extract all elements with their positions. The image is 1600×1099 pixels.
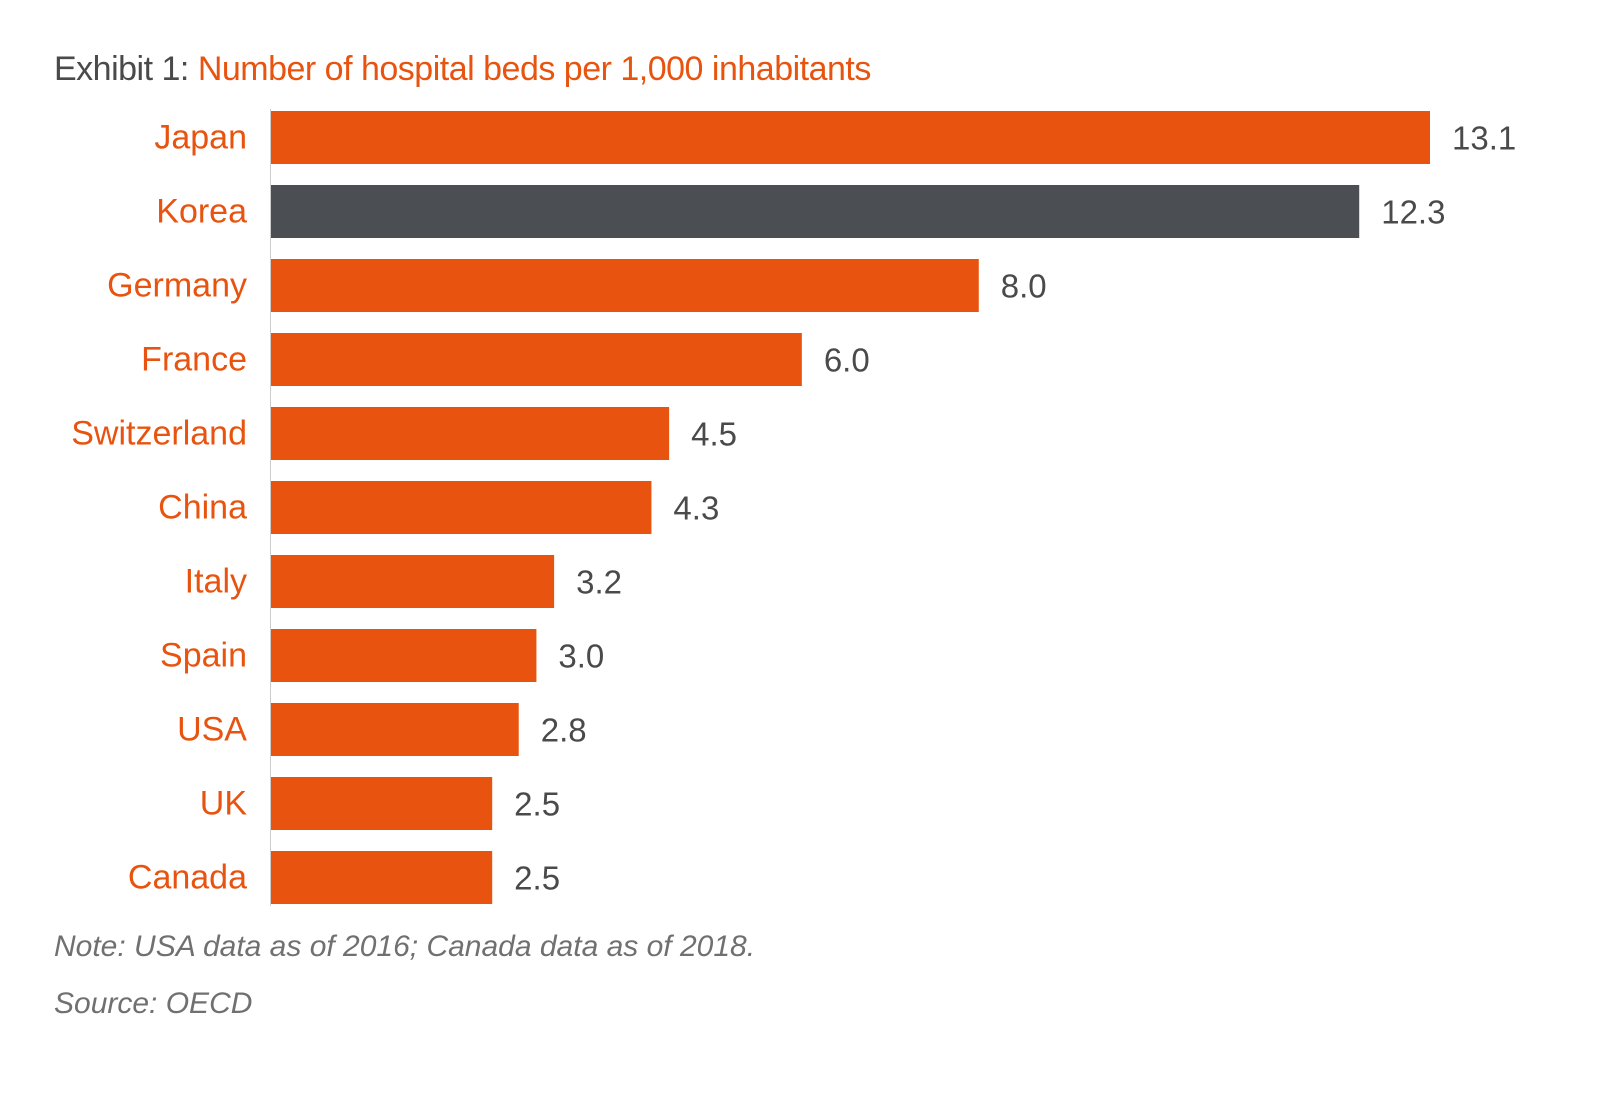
- value-label-canada: 2.5: [514, 860, 560, 897]
- value-label-japan: 13.1: [1452, 120, 1516, 157]
- value-label-china: 4.3: [673, 490, 719, 527]
- category-label-italy: Italy: [185, 563, 247, 601]
- category-label-canada: Canada: [128, 859, 247, 897]
- category-label-korea: Korea: [156, 193, 247, 231]
- value-label-spain: 3.0: [558, 638, 604, 675]
- bar-germany: [271, 259, 979, 312]
- value-label-usa: 2.8: [541, 712, 587, 749]
- category-label-france: France: [141, 341, 247, 379]
- chart-note: Note: USA data as of 2016; Canada data a…: [54, 930, 756, 963]
- exhibit-label: Exhibit 1:: [54, 50, 198, 88]
- bar-canada: [271, 851, 493, 904]
- category-label-china: China: [158, 489, 247, 527]
- bar-italy: [271, 555, 555, 608]
- chart-title: Exhibit 1: Number of hospital beds per 1…: [54, 50, 871, 89]
- chart-source: Source: OECD: [54, 987, 253, 1020]
- bar-japan: [271, 111, 1430, 164]
- value-label-switzerland: 4.5: [691, 416, 737, 453]
- chart-title-text: Number of hospital beds per 1,000 inhabi…: [197, 50, 872, 88]
- category-label-usa: USA: [177, 711, 247, 749]
- value-label-france: 6.0: [824, 342, 870, 379]
- category-label-japan: Japan: [154, 119, 247, 157]
- value-label-korea: 12.3: [1381, 194, 1445, 231]
- value-label-italy: 3.2: [576, 564, 622, 601]
- bar-china: [271, 481, 652, 534]
- bar-switzerland: [271, 407, 670, 460]
- category-label-germany: Germany: [107, 267, 247, 305]
- bar-france: [271, 333, 802, 386]
- value-label-uk: 2.5: [514, 786, 560, 823]
- bar-spain: [271, 629, 537, 682]
- bar-usa: [271, 703, 519, 756]
- category-label-uk: UK: [200, 785, 248, 823]
- category-label-switzerland: Switzerland: [71, 415, 247, 453]
- value-label-germany: 8.0: [1001, 268, 1047, 305]
- bar-korea: [271, 185, 1360, 238]
- category-label-spain: Spain: [160, 637, 247, 675]
- bar-uk: [271, 777, 493, 830]
